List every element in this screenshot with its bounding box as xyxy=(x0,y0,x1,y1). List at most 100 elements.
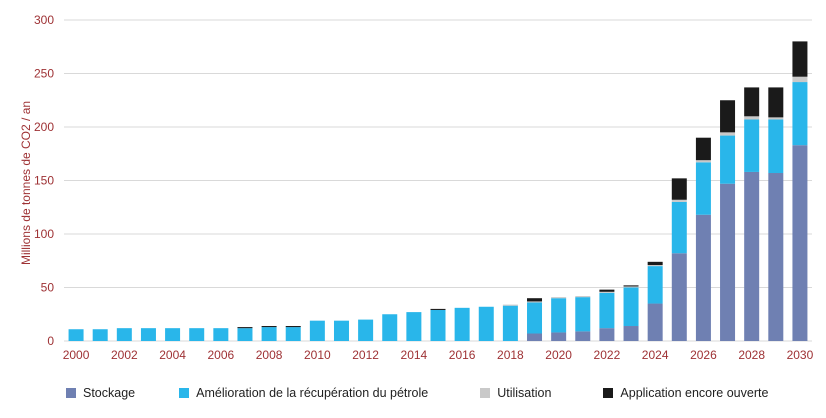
x-tick-label: 2006 xyxy=(207,348,234,362)
legend-label-utilisation: Utilisation xyxy=(497,386,552,400)
bar-segment-2015-s1 xyxy=(430,309,446,341)
bar-segment-2025-s2 xyxy=(671,199,687,202)
bar-segment-2024-s1 xyxy=(647,266,663,304)
bar-segment-2029-s0 xyxy=(768,173,784,341)
bar-segment-2000-s1 xyxy=(68,329,84,341)
bar-segment-2009-s1 xyxy=(285,327,301,341)
bar-segment-2024-s0 xyxy=(647,303,663,341)
bar-segment-2018-s2 xyxy=(502,304,518,306)
legend-item-stockage: Stockage xyxy=(66,386,135,400)
y-tick-label: 50 xyxy=(41,281,55,295)
x-tick-label: 2020 xyxy=(545,348,572,362)
bar-segment-2029-s3 xyxy=(768,87,784,118)
y-tick-label: 200 xyxy=(34,120,54,134)
legend-swatch-utilisation-icon xyxy=(480,388,491,398)
bar-segment-2023-s0 xyxy=(623,326,639,341)
bar-segment-2026-s1 xyxy=(695,162,711,215)
bar-segment-2009-s3 xyxy=(285,326,301,328)
bar-segment-2027-s3 xyxy=(720,100,736,133)
bar-segment-2022-s2 xyxy=(599,291,615,293)
bar-segment-2017-s1 xyxy=(478,306,494,341)
y-tick-label: 150 xyxy=(34,174,54,188)
bar-segment-2030-s2 xyxy=(792,76,808,83)
legend-item-utilisation: Utilisation xyxy=(480,386,551,400)
x-tick-label: 2002 xyxy=(111,348,138,362)
legend-swatch-application-ouverte-icon xyxy=(603,388,614,398)
bar-segment-2028-s1 xyxy=(744,119,760,172)
legend-swatch-amelioration-icon xyxy=(179,388,190,398)
x-tick-label: 2010 xyxy=(304,348,331,362)
legend-label-stockage: Stockage xyxy=(83,386,136,400)
y-tick-label: 100 xyxy=(34,227,54,241)
x-tick-label: 2004 xyxy=(159,348,186,362)
bar-segment-2008-s1 xyxy=(261,327,277,341)
bar-segment-2022-s0 xyxy=(599,328,615,341)
bar-segment-2021-s0 xyxy=(575,331,591,341)
bar-segment-2010-s1 xyxy=(309,320,325,341)
x-tick-label: 2014 xyxy=(401,348,428,362)
bar-segment-2004-s1 xyxy=(165,328,181,341)
bar-segment-2019-s1 xyxy=(527,302,543,334)
bar-segment-2007-s1 xyxy=(237,328,253,341)
x-tick-label: 2012 xyxy=(352,348,379,362)
bar-segment-2007-s3 xyxy=(237,327,253,329)
bar-segment-2024-s2 xyxy=(647,265,663,267)
bar-segment-2011-s1 xyxy=(333,320,349,341)
bar-segment-2003-s1 xyxy=(140,328,156,341)
bar-segment-2027-s1 xyxy=(720,135,736,184)
legend-item-application-ouverte: Application encore ouverte xyxy=(603,386,768,400)
bar-segment-2021-s1 xyxy=(575,297,591,332)
y-tick-label: 0 xyxy=(47,334,54,348)
bar-segment-2020-s0 xyxy=(551,332,567,341)
bar-segment-2018-s1 xyxy=(502,305,518,341)
bar-segment-2016-s1 xyxy=(454,307,470,341)
bar-segment-2020-s1 xyxy=(551,298,567,333)
bar-segment-2015-s3 xyxy=(430,308,446,310)
x-tick-label: 2024 xyxy=(642,348,669,362)
x-tick-label: 2028 xyxy=(738,348,765,362)
y-tick-label: 250 xyxy=(34,67,54,81)
x-tick-label: 2008 xyxy=(256,348,283,362)
legend-item-amelioration: Amélioration de la récupération du pétro… xyxy=(179,386,428,400)
bar-segment-2028-s3 xyxy=(744,87,760,117)
bar-segment-2012-s1 xyxy=(358,319,374,341)
bar-segment-2002-s1 xyxy=(116,328,132,341)
x-tick-label: 2018 xyxy=(497,348,524,362)
x-tick-label: 2016 xyxy=(449,348,476,362)
bar-segment-2019-s0 xyxy=(527,333,543,341)
bar-segment-2023-s3 xyxy=(623,285,639,287)
y-tick-label: 300 xyxy=(34,13,54,27)
legend-label-amelioration: Amélioration de la récupération du pétro… xyxy=(196,386,429,400)
bar-segment-2027-s2 xyxy=(720,132,736,136)
bar-segment-2020-s2 xyxy=(551,297,567,299)
x-tick-label: 2022 xyxy=(594,348,621,362)
bar-segment-2023-s2 xyxy=(623,286,639,288)
bar-segment-2022-s3 xyxy=(599,289,615,292)
bar-segment-2026-s0 xyxy=(695,214,711,341)
bar-segment-2028-s2 xyxy=(744,116,760,120)
bar-segment-2030-s3 xyxy=(792,41,808,77)
bar-segment-2001-s1 xyxy=(92,329,108,341)
bar-segment-2013-s1 xyxy=(382,314,398,341)
bar-segment-2019-s3 xyxy=(527,298,543,302)
x-tick-label: 2000 xyxy=(63,348,90,362)
x-tick-label: 2026 xyxy=(690,348,717,362)
bar-segment-2021-s2 xyxy=(575,296,591,298)
legend-label-application-ouverte: Application encore ouverte xyxy=(620,386,769,400)
bar-segment-2025-s3 xyxy=(671,178,687,200)
bar-segment-2030-s0 xyxy=(792,145,808,341)
bar-segment-2024-s3 xyxy=(647,261,663,266)
bar-segment-2019-s2 xyxy=(527,301,543,303)
bar-segment-2026-s2 xyxy=(695,160,711,163)
bar-segment-2026-s3 xyxy=(695,137,711,161)
bar-segment-2030-s1 xyxy=(792,82,808,146)
bar-segment-2005-s1 xyxy=(189,328,205,341)
bar-segment-2025-s0 xyxy=(671,253,687,341)
bar-segment-2025-s1 xyxy=(671,201,687,254)
bar-segment-2023-s1 xyxy=(623,287,639,327)
bar-segment-2029-s2 xyxy=(768,117,784,120)
bar-segment-2027-s0 xyxy=(720,183,736,341)
legend-swatch-stockage-icon xyxy=(66,388,76,398)
x-tick-label: 2030 xyxy=(787,348,814,362)
